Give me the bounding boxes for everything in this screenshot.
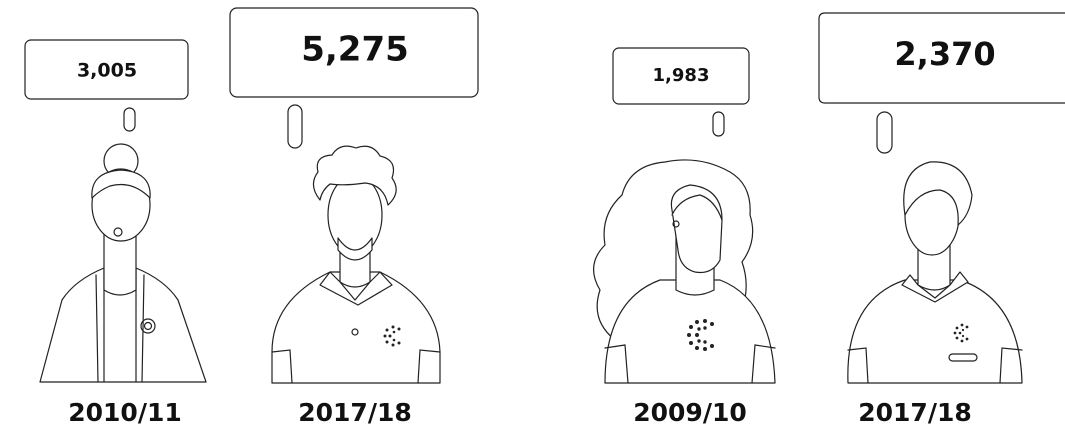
figure-value: 3,005 <box>77 60 137 82</box>
infographic: 3,005 2010/11 5,275 <box>0 0 1065 432</box>
speech-pill <box>124 108 135 131</box>
figure-value: 5,275 <box>301 30 409 70</box>
speech-pill <box>877 112 892 153</box>
person-illustration <box>594 160 775 383</box>
figure-value: 2,370 <box>894 35 995 73</box>
figure: 5,275 2017/18 <box>230 8 478 427</box>
period-label: 2017/18 <box>858 398 972 427</box>
person-illustration <box>40 144 206 382</box>
figure-value: 1,983 <box>653 65 710 86</box>
period-label: 2017/18 <box>298 398 412 427</box>
figure: 1,983 2009/10 <box>594 48 775 427</box>
period-label: 2010/11 <box>68 398 182 427</box>
speech-pill <box>713 112 724 136</box>
figure: 2,370 2017/18 <box>819 13 1065 427</box>
person-illustration <box>272 146 440 383</box>
period-label: 2009/10 <box>633 398 747 427</box>
person-illustration <box>848 162 1022 383</box>
figure: 3,005 2010/11 <box>25 40 206 427</box>
speech-pill <box>288 105 302 148</box>
